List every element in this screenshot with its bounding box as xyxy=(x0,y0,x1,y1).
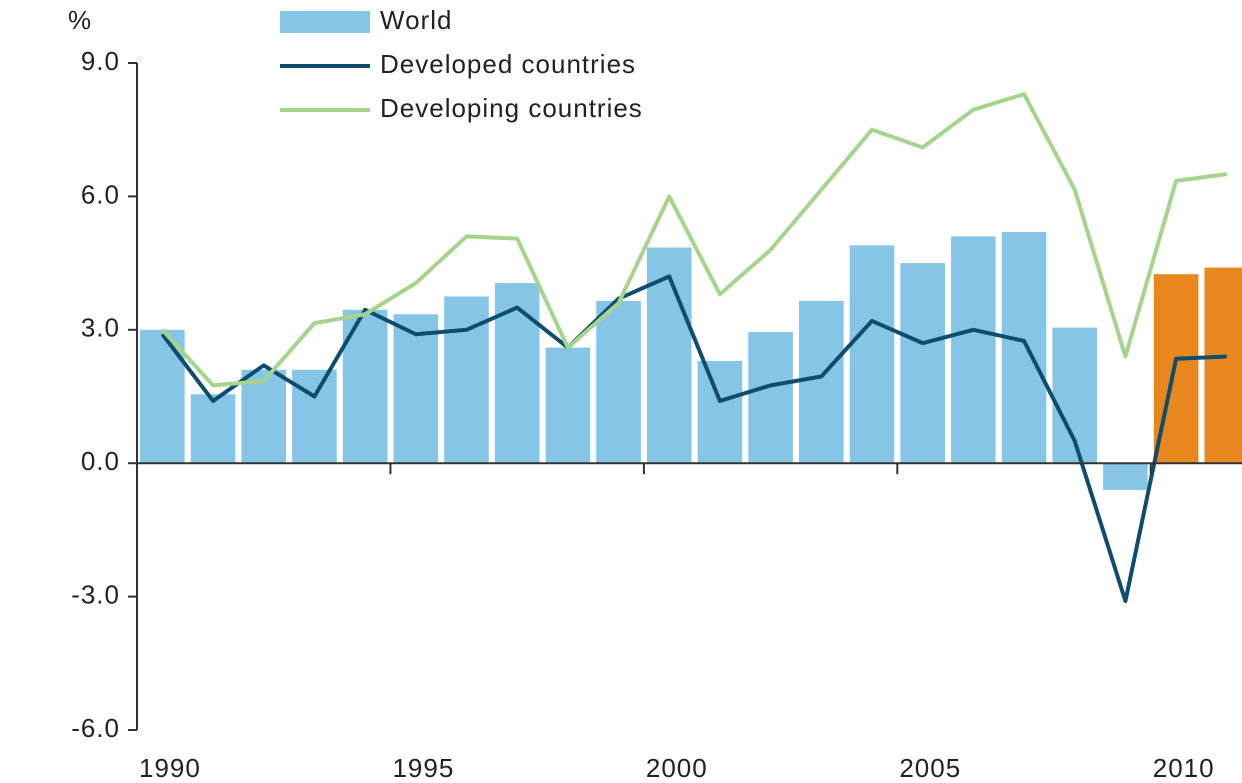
bar xyxy=(748,332,793,464)
plot-area xyxy=(140,92,1242,604)
y-tick-label: 6.0 xyxy=(81,179,120,209)
y-unit-label: % xyxy=(68,5,92,35)
y-tick-label: 0.0 xyxy=(81,446,120,476)
x-tick-label: 1990 xyxy=(139,753,201,783)
bar xyxy=(190,394,236,464)
bar xyxy=(292,369,337,464)
x-tick-label: 2000 xyxy=(646,753,708,783)
line xyxy=(160,92,1228,388)
bar xyxy=(494,283,540,464)
bar xyxy=(900,263,945,464)
y-tick-label: 3.0 xyxy=(81,313,120,343)
bar xyxy=(393,314,439,464)
bar xyxy=(1001,231,1047,464)
legend-label: Developed countries xyxy=(380,49,636,79)
bar xyxy=(849,245,895,464)
y-tick-label: -3.0 xyxy=(71,579,120,609)
bar xyxy=(951,236,996,464)
y-tick-label: -6.0 xyxy=(71,713,120,743)
legend-label: Developing countries xyxy=(380,93,643,123)
x-tick-label: 2010 xyxy=(1153,753,1215,783)
x-tick-label: 2005 xyxy=(899,753,961,783)
legend-swatch xyxy=(280,11,370,33)
legend-label: World xyxy=(380,5,452,35)
bar xyxy=(1103,463,1148,490)
bar xyxy=(241,369,287,464)
y-tick-label: 9.0 xyxy=(81,46,120,76)
bar xyxy=(798,300,844,464)
bar xyxy=(545,347,591,464)
bar xyxy=(697,360,743,464)
bar xyxy=(596,300,641,464)
line xyxy=(160,274,1227,604)
bar xyxy=(1204,267,1242,464)
x-tick-label: 1995 xyxy=(392,753,454,783)
